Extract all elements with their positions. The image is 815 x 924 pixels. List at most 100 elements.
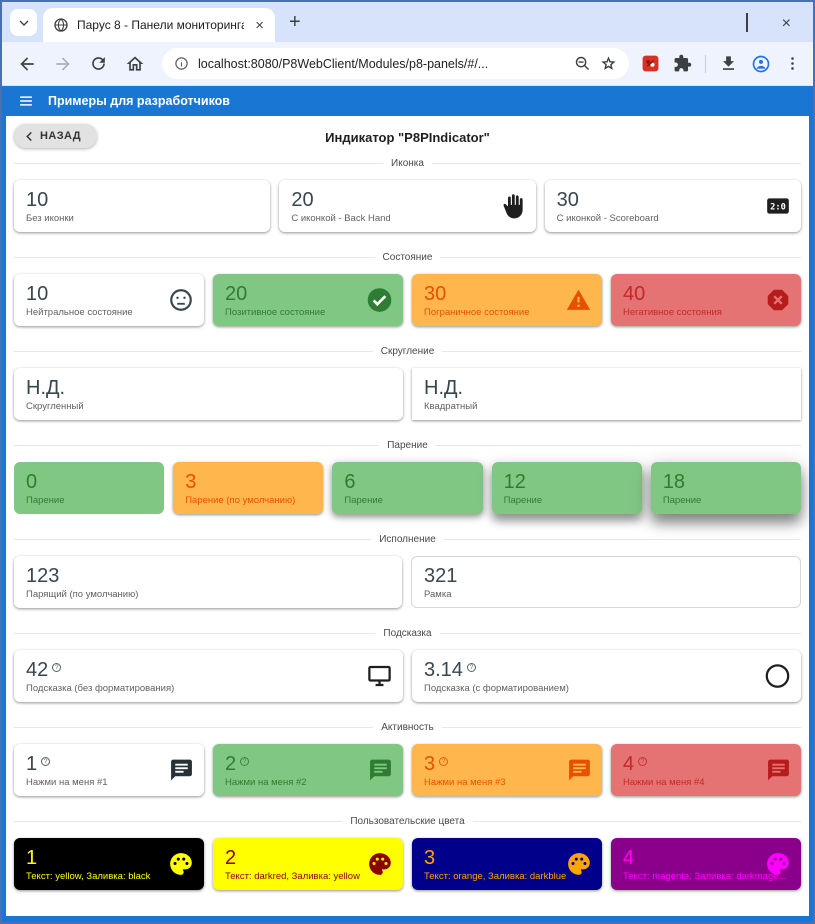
palette-icon <box>566 851 592 877</box>
indicator-card-negative-state: 40 Негативное состояния <box>611 274 801 326</box>
chevron-left-icon <box>24 131 35 142</box>
section-row: 1 Текст: yellow, Заливка: black 2 Текст:… <box>14 838 801 890</box>
section-row: 0 Парение 3 Парение (по умолчанию) 6 Пар… <box>14 462 802 514</box>
indicator-card-elevation-6: 6 Парение <box>332 462 483 514</box>
help-badge-icon <box>240 757 250 766</box>
palette-icon <box>367 851 393 877</box>
section-title: Парение <box>14 438 801 452</box>
indicator-card-neutral-state: 10 Нейтральное состояние <box>14 274 204 326</box>
section-title: Пользовательские цвета <box>14 814 801 828</box>
help-badge-icon <box>439 757 449 766</box>
section-row: 10 Нейтральное состояние 20 Позитивное с… <box>14 274 801 326</box>
window-controls: × <box>712 13 813 44</box>
forward-nav-button[interactable] <box>53 54 73 74</box>
section-row: 42 Подсказка (без форматирования) 3.14 П… <box>14 650 801 702</box>
page-title: Индикатор "P8PIndicator" <box>325 130 490 145</box>
url-text: localhost:8080/P8WebClient/Modules/p8-pa… <box>198 56 489 71</box>
extension-logo-icon[interactable] <box>641 54 660 73</box>
help-badge-icon <box>52 663 62 672</box>
toolbar-right-icons <box>641 54 803 74</box>
profile-avatar-icon[interactable] <box>751 54 771 74</box>
tab-close-icon[interactable]: × <box>255 16 264 34</box>
section-row: Н.Д. Скругленный Н.Д. Квадратный <box>14 368 801 420</box>
indicator-card-elevation-18: 18 Парение <box>650 462 802 514</box>
neutral-face-icon <box>168 287 194 313</box>
indicator-card-no-icon: 10 Без иконки <box>14 180 271 232</box>
indicator-card-back-hand: 20 С иконкой - Back Hand <box>279 180 536 232</box>
chat-bubble-icon <box>766 758 791 783</box>
bookmark-star-icon[interactable] <box>600 55 617 72</box>
circle-outline-icon <box>764 663 791 690</box>
hamburger-menu-icon[interactable] <box>18 93 34 109</box>
browser-tab[interactable]: Парус 8 - Панели мониторинга × <box>43 8 275 42</box>
indicator-card-elevation-0: 0 Парение <box>14 462 165 514</box>
chat-bubble-icon <box>567 758 592 783</box>
app-bar-title: Примеры для разработчиков <box>48 94 230 108</box>
palette-icon <box>168 851 194 877</box>
chevron-down-icon <box>17 16 31 30</box>
palette-icon <box>765 851 791 877</box>
help-badge-icon <box>466 663 476 672</box>
zoom-out-icon[interactable] <box>574 55 591 72</box>
main-content: Индикатор "P8PIndicator" НАЗАД Иконка 10… <box>6 116 809 916</box>
new-tab-button[interactable]: + <box>289 11 301 33</box>
window-close-button[interactable]: × <box>781 14 791 32</box>
check-circle-icon <box>366 287 393 314</box>
section-row: 10 Без иконки 20 С иконкой - Back Hand 3… <box>14 180 801 232</box>
scoreboard-icon: 2:0 <box>765 193 791 219</box>
section-title: Иконка <box>14 156 801 170</box>
indicator-card-clickable-1[interactable]: 1 Нажми на меня #1 <box>14 744 204 796</box>
address-bar[interactable]: localhost:8080/P8WebClient/Modules/p8-pa… <box>162 48 629 79</box>
indicator-card-clickable-3[interactable]: 3 Нажми на меня #3 <box>412 744 602 796</box>
window-maximize-button[interactable] <box>745 13 748 32</box>
chat-bubble-icon <box>169 758 194 783</box>
help-badge-icon <box>638 757 648 766</box>
tab-title: Парус 8 - Панели мониторинга <box>77 18 245 32</box>
indicator-card-tooltip-formatted: 3.14 Подсказка (с форматированием) <box>412 650 801 702</box>
section-row: 123 Парящий (по умолчанию) 321 Рамка <box>14 556 801 608</box>
indicator-card-clickable-2[interactable]: 2 Нажми на меня #2 <box>213 744 403 796</box>
indicator-card-borderline-state: 30 Пограничное состояние <box>412 274 602 326</box>
indicator-card-clickable-4[interactable]: 4 Нажми на меня #4 <box>611 744 801 796</box>
monitor-icon <box>366 663 393 690</box>
kebab-menu-icon[interactable] <box>784 55 801 72</box>
chat-bubble-icon <box>368 758 393 783</box>
toolbar-divider <box>705 54 706 73</box>
indicator-card-rounded: Н.Д. Скругленный <box>14 368 403 420</box>
section-title: Подсказка <box>14 626 801 640</box>
section-row: 1 Нажми на меня #1 2 Нажми на меня #2 3 … <box>14 744 801 796</box>
download-icon[interactable] <box>719 54 738 73</box>
reload-button[interactable] <box>89 54 109 74</box>
section-title: Скругление <box>14 344 801 358</box>
indicator-card-elevated-variant: 123 Парящий (по умолчанию) <box>14 556 402 608</box>
indicator-card-outlined-variant: 321 Рамка <box>411 556 801 608</box>
tab-search-button[interactable] <box>10 9 37 36</box>
indicator-card-custom-yellow: 2 Текст: darkred, Заливка: yellow <box>213 838 403 890</box>
help-badge-icon <box>41 757 51 766</box>
back-button-label: НАЗАД <box>40 130 81 142</box>
app-page: Примеры для разработчиков Индикатор "P8P… <box>2 86 813 922</box>
extensions-puzzle-icon[interactable] <box>673 54 692 73</box>
warning-triangle-icon <box>565 287 592 314</box>
svg-text:2:0: 2:0 <box>770 202 786 212</box>
home-button[interactable] <box>125 54 145 74</box>
indicator-card-elevation-3: 3 Парение (по умолчанию) <box>173 462 324 514</box>
indicator-card-tooltip-plain: 42 Подсказка (без форматирования) <box>14 650 403 702</box>
section-title: Состояние <box>14 250 801 264</box>
indicator-card-custom-blue: 3 Текст: orange, Заливка: darkblue <box>412 838 602 890</box>
page-header: Индикатор "P8PIndicator" НАЗАД <box>14 124 801 156</box>
site-info-icon[interactable] <box>174 56 189 71</box>
section-title: Исполнение <box>14 532 801 546</box>
indicator-card-custom-magenta: 4 Текст: magenta, Заливка: darkmage... <box>611 838 801 890</box>
section-title: Активность <box>14 720 801 734</box>
back-button[interactable]: НАЗАД <box>14 124 97 148</box>
app-bar: Примеры для разработчиков <box>6 86 809 116</box>
indicator-card-custom-black: 1 Текст: yellow, Заливка: black <box>14 838 204 890</box>
cancel-octagon-icon <box>765 287 791 313</box>
back-nav-button[interactable] <box>17 54 37 74</box>
indicator-card-scoreboard: 30 С иконкой - Scoreboard 2:0 <box>544 180 801 232</box>
indicator-card-positive-state: 20 Позитивное состояние <box>213 274 403 326</box>
back-hand-icon <box>499 193 526 220</box>
indicator-card-square: Н.Д. Квадратный <box>412 368 801 420</box>
